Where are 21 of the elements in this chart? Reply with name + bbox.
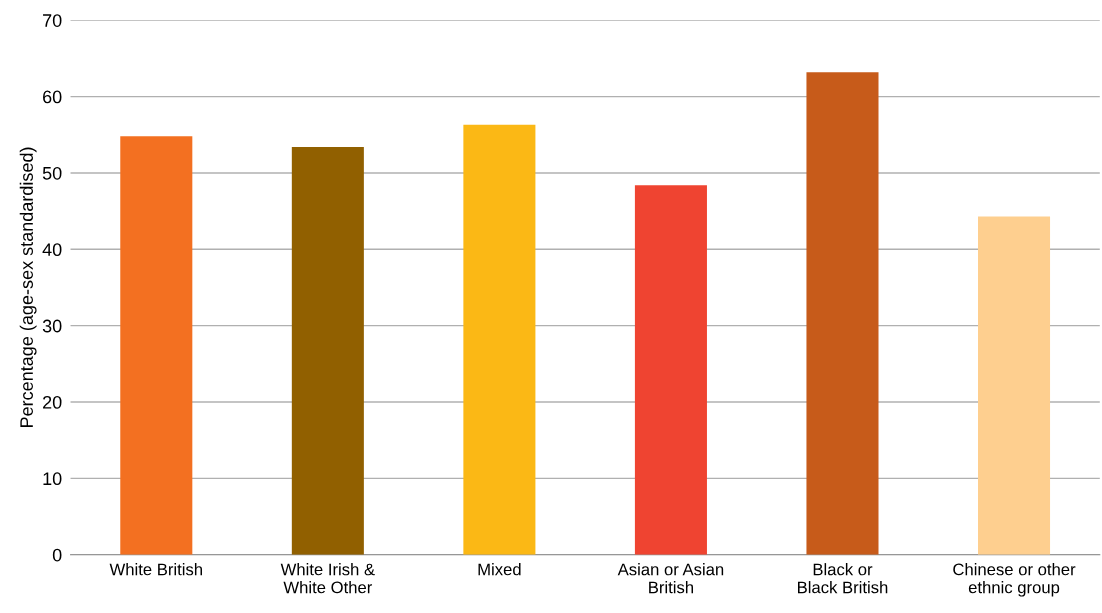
y-tick-label: 50 [42,166,62,180]
bar [806,72,879,555]
x-tick-label: White British [109,563,202,576]
x-tick-label: White Irish & White Other [280,563,375,594]
x-tick-label: Chinese or other ethnic group [953,563,1076,597]
y-tick-label: 30 [42,319,62,333]
y-tick-label: 20 [43,395,62,409]
y-axis-title: Percentage (age-sex standardised) [19,147,37,428]
x-tick-label: Black or Black British [798,563,888,594]
bar [120,136,193,555]
y-tick-label: 70 [43,14,62,27]
bar [978,216,1051,555]
y-tick-label: 10 [43,472,62,486]
bar [463,124,536,555]
y-tick-label: 40 [42,243,62,257]
bar [634,185,707,555]
bar [291,146,364,555]
y-tick-label: 0 [52,548,62,562]
x-tick-label: Mixed [478,563,521,576]
x-tick-label: Asian or Asian British [617,563,724,594]
y-tick-label: 60 [43,90,62,104]
